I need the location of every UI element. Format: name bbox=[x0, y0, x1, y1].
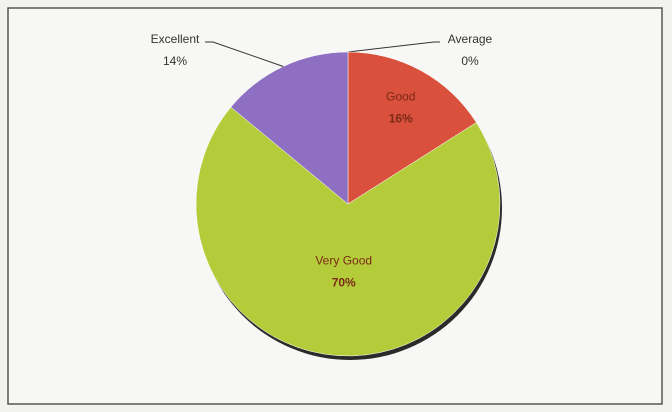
slice-value: 0% bbox=[461, 54, 479, 68]
slice-value: 70% bbox=[332, 275, 356, 289]
slice-label: Average bbox=[448, 32, 493, 46]
slice-value: 16% bbox=[389, 111, 413, 125]
slice-label: Good bbox=[386, 89, 415, 103]
slice-label: Excellent bbox=[151, 32, 200, 46]
leader-line bbox=[347, 41, 440, 53]
leader-line bbox=[205, 41, 284, 67]
pie-slice bbox=[230, 51, 349, 205]
slice-value: 14% bbox=[163, 54, 187, 68]
pie-slice bbox=[347, 51, 477, 205]
slice-label: Very Good bbox=[315, 253, 372, 267]
pie-slice bbox=[195, 106, 501, 357]
